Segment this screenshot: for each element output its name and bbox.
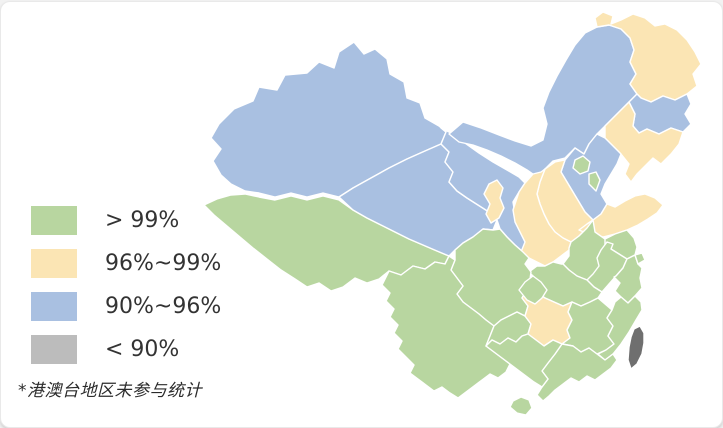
- legend-swatch-90-96: [31, 292, 77, 321]
- legend-item: 90%~96%: [31, 292, 221, 321]
- legend-swatch-gt-99: [31, 206, 77, 235]
- legend-label: 90%~96%: [105, 294, 222, 319]
- province-taiwan: [627, 325, 645, 370]
- legend-label: > 99%: [105, 208, 180, 233]
- province-jilin: [628, 93, 692, 135]
- province-guangxi: [485, 333, 563, 388]
- province-heilongjiang: [594, 11, 702, 103]
- province-chongqing: [518, 275, 548, 305]
- province-ningxia: [483, 179, 505, 224]
- footnote: *港澳台地区未参与统计: [18, 381, 202, 401]
- legend-item: < 90%: [31, 335, 221, 364]
- legend-swatch-96-99: [31, 249, 77, 278]
- legend-label: < 90%: [105, 337, 180, 362]
- province-tianjin: [588, 171, 601, 192]
- legend-label: 96%~99%: [105, 251, 222, 276]
- province-beijing: [572, 155, 591, 175]
- legend: > 99% 96%~99% 90%~96% < 90%: [31, 206, 221, 378]
- legend-swatch-lt-90: [31, 335, 77, 364]
- legend-item: > 99%: [31, 206, 221, 235]
- province-anhui: [586, 241, 628, 293]
- province-shanghai: [634, 252, 646, 265]
- province-shaanxi: [512, 168, 572, 267]
- province-yunnan: [381, 255, 511, 399]
- province-liaoning: [604, 101, 684, 183]
- province-layer: [203, 11, 702, 416]
- legend-item: 96%~99%: [31, 249, 221, 278]
- province-hainan: [509, 396, 533, 416]
